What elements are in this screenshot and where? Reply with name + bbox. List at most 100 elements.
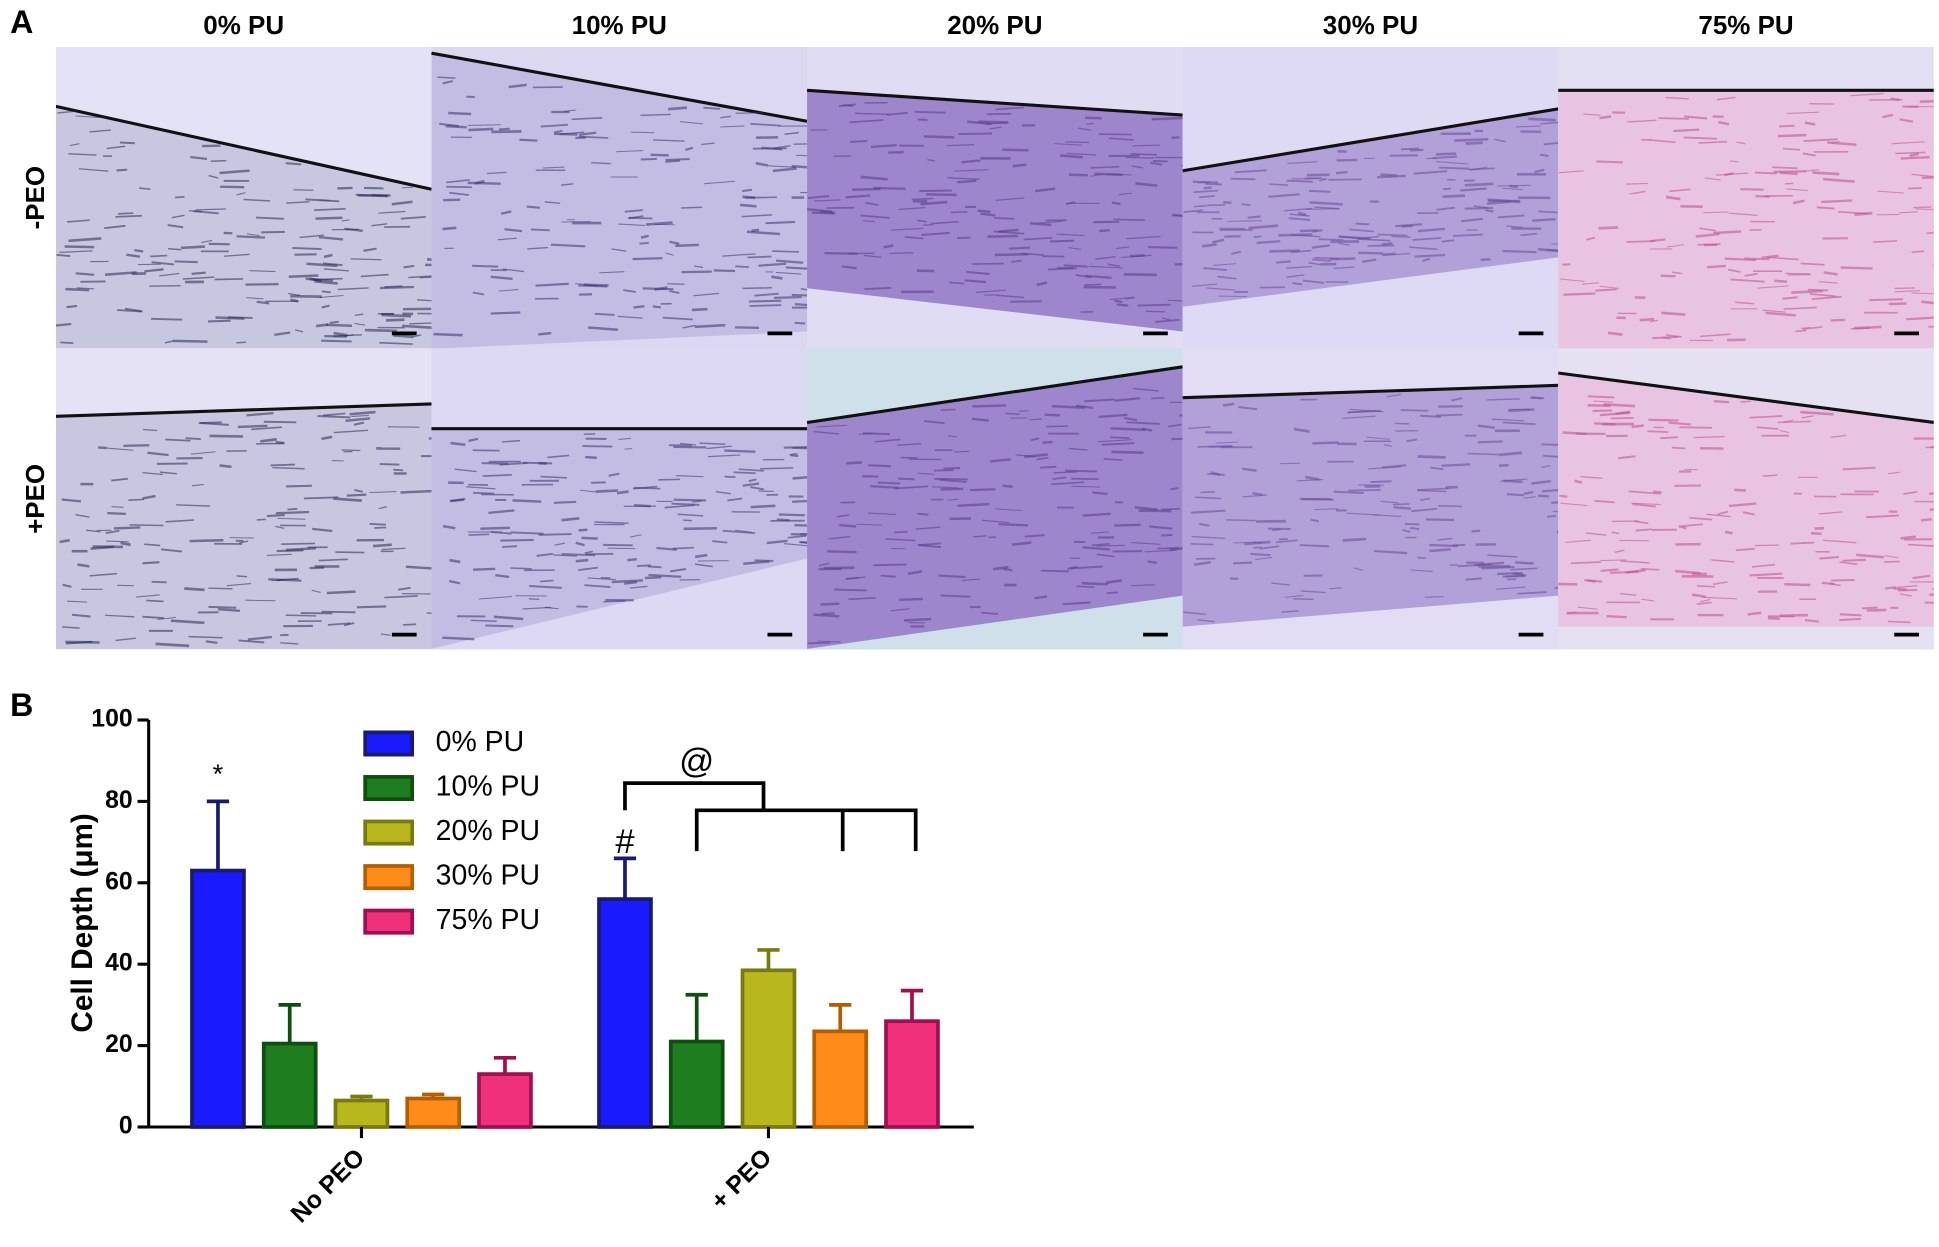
bar (812, 1029, 869, 1129)
tissue-fiber (1070, 565, 1103, 570)
tissue-fiber (632, 257, 663, 261)
tissue-fiber (1491, 418, 1525, 422)
tissue-fiber (1577, 606, 1598, 610)
bar (261, 1041, 318, 1129)
tissue-fiber (827, 550, 857, 554)
tissue-fiber (1199, 522, 1210, 527)
tissue-fiber (209, 434, 243, 438)
tissue-fiber (776, 518, 790, 522)
tissue-fiber (540, 123, 568, 128)
tissue-fiber (1099, 229, 1110, 233)
tissue-fiber (1132, 144, 1160, 147)
tissue-fiber (105, 614, 135, 618)
tissue-fiber (1059, 154, 1083, 159)
tissue (55, 106, 432, 349)
tissue-fiber (578, 131, 597, 136)
tissue-fiber (1614, 549, 1625, 554)
tissue-fiber (820, 602, 840, 606)
tissue-fiber (403, 264, 415, 269)
tissue-fiber (874, 438, 901, 443)
tissue-fiber (870, 144, 897, 149)
tissue-fiber (1116, 303, 1129, 307)
bar (477, 1072, 533, 1129)
tissue-fiber (578, 528, 588, 532)
tissue-fiber (326, 590, 356, 595)
tissue-fiber (1821, 581, 1835, 586)
tissue-fiber (1653, 490, 1662, 494)
tissue-fiber (504, 228, 523, 233)
tissue-fiber (159, 272, 180, 277)
tissue-fiber (1300, 590, 1326, 594)
tissue-fiber (1437, 537, 1453, 541)
tissue-fiber (1373, 549, 1408, 555)
tissue-fiber (118, 212, 134, 215)
y-tick-label: 0 (119, 1113, 133, 1140)
tissue-edge (1182, 383, 1559, 400)
tissue-fiber (106, 145, 126, 150)
tissue-fiber (1717, 510, 1729, 516)
tissue-fiber (633, 486, 661, 490)
tissue-fiber (167, 224, 184, 229)
tissue-fiber (1305, 475, 1320, 481)
tissue-fiber (190, 155, 208, 161)
tissue-fiber (547, 454, 570, 459)
annotation: @ (679, 742, 714, 780)
tissue-fiber (454, 468, 477, 473)
tissue-fiber (1096, 553, 1115, 558)
tissue-fiber (318, 558, 348, 562)
tissue-fiber (675, 243, 699, 248)
tissue-fiber (1534, 168, 1545, 174)
tissue-fiber (1131, 165, 1143, 169)
tissue-fiber (1665, 96, 1689, 100)
tissue-fiber (602, 543, 633, 547)
tissue-fiber (1417, 556, 1426, 560)
tissue-fiber (1395, 223, 1423, 228)
tissue-fiber (66, 304, 78, 309)
tissue-fiber (1599, 411, 1631, 417)
tissue-fiber (1312, 258, 1331, 262)
tissue-fiber (1839, 561, 1858, 566)
tissue-fiber (1866, 514, 1899, 519)
tissue-fiber (1361, 258, 1377, 263)
tissue-fiber (1477, 440, 1503, 444)
tissue-fiber (1558, 170, 1584, 174)
tissue-fiber (369, 491, 397, 493)
tissue-fiber (1830, 318, 1845, 322)
tissue-fiber (1393, 506, 1411, 510)
tissue-fiber (917, 544, 941, 549)
tissue-fiber (120, 541, 131, 547)
tissue-fiber (1293, 427, 1310, 433)
tissue-fiber (1106, 591, 1119, 594)
tissue-fiber (1036, 456, 1049, 461)
tissue-fiber (433, 332, 463, 337)
tissue-fiber (1426, 518, 1455, 522)
tissue-fiber (1411, 507, 1438, 513)
tissue-fiber (1629, 190, 1646, 195)
tissue-fiber (680, 121, 703, 125)
tissue-fiber (856, 523, 883, 526)
tissue-fiber (1915, 208, 1934, 211)
tissue-fiber (1691, 593, 1706, 598)
tissue-fiber (1779, 429, 1790, 434)
tissue-fiber (776, 259, 804, 264)
tissue-fiber (767, 165, 796, 168)
tissue-fiber (758, 262, 787, 267)
tissue-fiber (1436, 161, 1469, 165)
tissue-fiber (1671, 446, 1686, 450)
tissue-fiber (1130, 152, 1157, 156)
tissue-fiber (98, 446, 108, 450)
tissue-fiber (1029, 221, 1052, 227)
tissue-fiber (611, 248, 627, 252)
tissue-fiber (1477, 424, 1495, 429)
tissue-fiber (611, 579, 643, 584)
tissue-fiber (535, 282, 569, 287)
tissue-fiber (838, 103, 856, 108)
tissue-fiber (498, 288, 519, 292)
tissue-fiber (599, 271, 625, 274)
tissue-fiber (581, 536, 598, 540)
tissue-fiber (1126, 236, 1161, 240)
tissue-fiber (286, 201, 310, 204)
tissue-fiber (1118, 192, 1132, 196)
tissue-fiber (123, 444, 150, 447)
